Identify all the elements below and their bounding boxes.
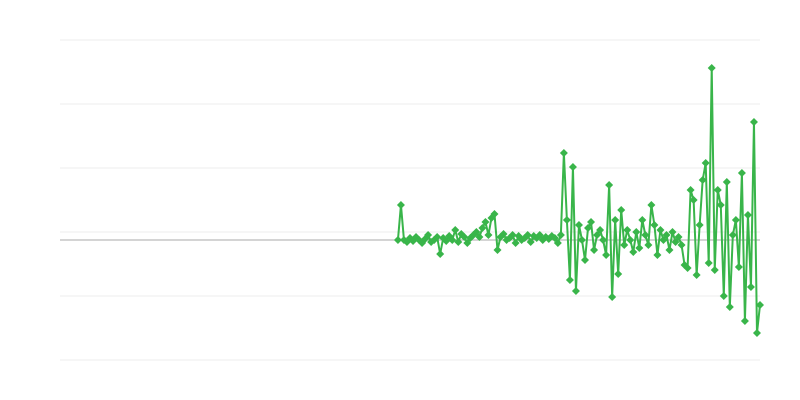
data-point: [590, 246, 599, 254]
data-point: [451, 226, 460, 234]
data-point: [574, 221, 583, 229]
data-point: [562, 216, 571, 224]
data-point: [608, 293, 617, 301]
data-point: [553, 239, 562, 247]
data-point: [728, 231, 737, 239]
data-point: [484, 231, 493, 239]
data-point: [662, 231, 671, 239]
data-point: [695, 221, 704, 229]
data-point: [620, 241, 629, 249]
data-point: [707, 64, 716, 72]
data-point: [701, 159, 710, 167]
data-point: [740, 317, 749, 325]
data-point: [710, 266, 719, 274]
data-point: [442, 237, 451, 245]
data-point: [722, 178, 731, 186]
data-point: [749, 118, 758, 126]
data-point: [743, 211, 752, 219]
data-point: [475, 233, 484, 241]
data-point: [644, 241, 653, 249]
data-point: [593, 231, 602, 239]
series-0: [393, 64, 764, 337]
data-point: [731, 216, 740, 224]
data-point: [581, 256, 589, 264]
data-point: [577, 236, 586, 244]
data-point: [641, 231, 650, 239]
data-point: [602, 251, 611, 259]
data-point: [683, 264, 692, 272]
series-line: [396, 67, 761, 334]
data-point: [499, 230, 508, 238]
data-point: [653, 251, 662, 259]
data-point: [752, 329, 761, 337]
data-point: [424, 231, 433, 239]
data-point: [587, 218, 596, 226]
data-point: [638, 216, 647, 224]
data-point: [481, 218, 490, 226]
data-point: [686, 186, 695, 194]
data-point: [659, 236, 668, 244]
data-point: [568, 163, 577, 171]
data-point: [725, 303, 734, 311]
data-point: [472, 228, 481, 236]
data-point: [463, 239, 472, 247]
data-point: [632, 228, 641, 236]
data-point: [550, 234, 559, 242]
data-point: [614, 270, 623, 278]
data-point: [626, 236, 635, 244]
data-point: [716, 201, 725, 209]
data-point: [454, 238, 463, 246]
data-point: [526, 238, 535, 246]
data-point: [433, 233, 442, 241]
data-point: [746, 283, 755, 291]
data-point: [668, 228, 677, 236]
data-point: [647, 201, 656, 209]
data-point: [535, 231, 544, 239]
data-point: [478, 224, 487, 232]
gridlines: [60, 39, 760, 361]
data-point: [713, 186, 722, 194]
data-point: [511, 239, 520, 247]
data-point: [689, 196, 698, 204]
data-point: [493, 246, 502, 254]
data-point: [756, 301, 764, 309]
data-point: [734, 263, 743, 271]
data-point: [523, 231, 532, 239]
data-point: [635, 244, 644, 252]
data-point: [737, 169, 746, 177]
data-point: [692, 271, 701, 279]
data-point: [396, 201, 405, 209]
data-point: [571, 287, 580, 295]
data-point: [617, 206, 626, 214]
data-point: [599, 236, 608, 244]
data-point: [674, 233, 683, 241]
data-point: [596, 226, 605, 234]
data-point: [623, 226, 632, 234]
data-point: [665, 246, 674, 254]
data-point: [448, 236, 457, 244]
data-point: [677, 241, 686, 249]
data-point: [436, 250, 445, 258]
data-point: [656, 226, 665, 234]
data-point: [565, 276, 574, 284]
data-point: [556, 231, 565, 239]
data-point: [671, 238, 680, 246]
data-point: [393, 236, 402, 244]
data-point: [490, 210, 499, 218]
data-point: [508, 231, 517, 239]
data-point: [584, 224, 593, 232]
data-point: [704, 259, 713, 267]
data-point: [605, 181, 614, 189]
data-point: [611, 216, 620, 224]
data-point: [650, 221, 659, 229]
data-point: [719, 292, 728, 300]
data-point: [629, 248, 638, 256]
data-point: [559, 149, 568, 157]
data-point: [698, 176, 707, 184]
data-point: [460, 233, 469, 241]
